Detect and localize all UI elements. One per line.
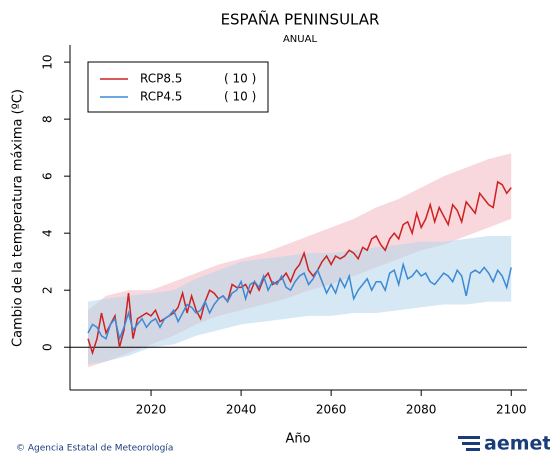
x-tick-label: 2020 [136, 403, 167, 417]
x-axis-label: Año [285, 432, 310, 447]
y-tick-label: 6 [41, 172, 55, 180]
logo-mark [458, 436, 480, 451]
x-tick-label: 2040 [226, 403, 257, 417]
legend-label: RCP8.5 [140, 72, 182, 86]
x-tick-label: 2060 [316, 403, 347, 417]
chart-title: ESPAÑA PENINSULAR [221, 10, 380, 29]
legend-label: RCP4.5 [140, 90, 182, 104]
chart-subtitle: ANUAL [283, 34, 317, 45]
y-tick-label: 2 [41, 286, 55, 294]
y-tick-label: 4 [41, 229, 55, 237]
legend-box [87, 61, 269, 113]
legend-note: ( 10 ) [224, 72, 256, 86]
y-tick-label: 8 [41, 115, 55, 123]
legend-note: ( 10 ) [224, 90, 256, 104]
series-line [87, 180, 512, 356]
series-line [87, 261, 512, 342]
uncertainty-band [88, 236, 512, 365]
logo: aemet [484, 433, 550, 455]
x-tick-label: 2100 [496, 403, 527, 417]
y-tick-label: 0 [41, 343, 55, 351]
y-axis-label: Cambio de la temperatura máxima (ºC) [11, 89, 26, 347]
x-tick-label: 2080 [406, 403, 437, 417]
y-tick-label: 10 [41, 54, 55, 69]
credit: © Agencia Estatal de Meteorología [16, 444, 173, 454]
